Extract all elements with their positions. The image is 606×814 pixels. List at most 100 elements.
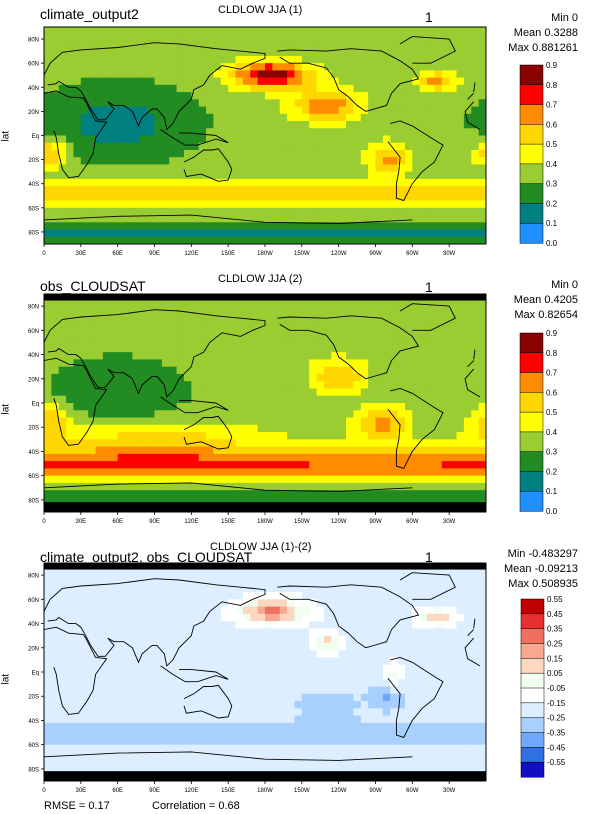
field-cell <box>294 142 303 151</box>
field-cell <box>463 128 472 137</box>
field-cell <box>272 672 281 680</box>
field-cell <box>44 48 52 57</box>
field-cell <box>242 628 251 637</box>
field-cell <box>147 657 156 666</box>
field-cell <box>346 121 354 129</box>
field-cell <box>434 171 443 180</box>
field-cell <box>125 207 133 216</box>
field-cell <box>147 439 156 448</box>
field-cell <box>478 27 486 35</box>
field-cell <box>287 693 296 702</box>
field-cell <box>125 135 133 144</box>
field-cell <box>360 424 369 433</box>
field-cell <box>66 34 75 43</box>
field-cell <box>434 410 443 419</box>
field-cell <box>412 693 421 702</box>
field-cell <box>139 417 148 426</box>
field-cell <box>331 92 340 100</box>
field-cell <box>338 171 347 180</box>
field-cell <box>213 628 222 637</box>
field-cell <box>346 468 354 477</box>
field-cell <box>132 584 141 593</box>
field-cell <box>44 693 52 702</box>
field-cell <box>220 388 229 397</box>
field-cell <box>309 672 318 680</box>
field-cell <box>58 229 67 238</box>
field-cell <box>323 373 332 382</box>
field-cell <box>265 178 273 187</box>
field-cell <box>161 142 170 151</box>
field-cell <box>404 337 413 346</box>
field-cell <box>375 613 384 622</box>
field-cell <box>73 635 82 644</box>
field-cell <box>419 424 428 433</box>
field-cell <box>110 679 119 688</box>
field-cell <box>58 27 67 35</box>
field-cell <box>449 164 458 173</box>
field-cell <box>419 628 428 637</box>
field-cell <box>265 475 273 484</box>
field-cell <box>353 121 362 129</box>
field-cell <box>397 34 406 43</box>
field-cell <box>139 490 148 499</box>
field-cell <box>353 628 362 637</box>
field-cell <box>102 222 111 231</box>
field-cell <box>375 164 384 173</box>
field-cell <box>198 207 207 216</box>
field-cell <box>316 403 325 411</box>
field-cell <box>132 164 141 173</box>
field-cell <box>154 679 163 688</box>
field-cell <box>213 708 222 717</box>
field-cell <box>132 301 141 310</box>
field-cell <box>404 424 413 433</box>
field-cell <box>191 229 200 238</box>
field-cell <box>213 352 222 360</box>
field-cell <box>235 215 244 223</box>
field-cell <box>102 490 111 499</box>
field-cell <box>125 686 133 695</box>
field-cell <box>294 164 303 173</box>
field-cell <box>117 432 126 440</box>
field-cell <box>257 142 266 151</box>
field-cell <box>390 106 399 115</box>
field-cell <box>419 693 428 702</box>
colorbar-label: 0.0 <box>546 507 558 516</box>
coastline-greenland <box>399 303 456 331</box>
colorbar-segment <box>519 372 544 393</box>
field-cell <box>265 63 273 71</box>
field-cell <box>117 142 126 151</box>
field-cell <box>397 461 406 469</box>
field-cell <box>346 149 354 158</box>
field-cell <box>434 200 443 209</box>
field-cell <box>242 229 251 238</box>
field-cell <box>206 439 215 448</box>
field-cell <box>427 417 436 426</box>
field-cell <box>353 439 362 448</box>
field-cell <box>198 186 207 194</box>
field-cell <box>360 171 369 180</box>
field-cell <box>147 359 156 368</box>
field-cell <box>287 330 296 339</box>
field-cell <box>228 468 237 477</box>
field-cell <box>147 628 156 637</box>
field-cell <box>51 222 60 231</box>
field-cell <box>427 113 436 122</box>
field-cell <box>250 373 259 382</box>
field-cell <box>294 149 303 158</box>
field-cell <box>139 432 148 440</box>
field-cell <box>309 417 318 426</box>
field-cell <box>66 403 75 411</box>
field-cell <box>375 432 384 440</box>
field-cell <box>73 171 82 180</box>
field-cell <box>368 650 377 659</box>
field-cell <box>463 686 472 695</box>
field-cell <box>323 55 332 64</box>
field-cell <box>471 34 480 43</box>
field-cell <box>147 186 156 194</box>
field-cell <box>147 106 156 115</box>
field-cell <box>404 193 413 202</box>
field-cell <box>125 424 133 433</box>
field-cell <box>80 577 89 586</box>
field-cell <box>191 635 200 644</box>
field-cell <box>132 642 141 651</box>
